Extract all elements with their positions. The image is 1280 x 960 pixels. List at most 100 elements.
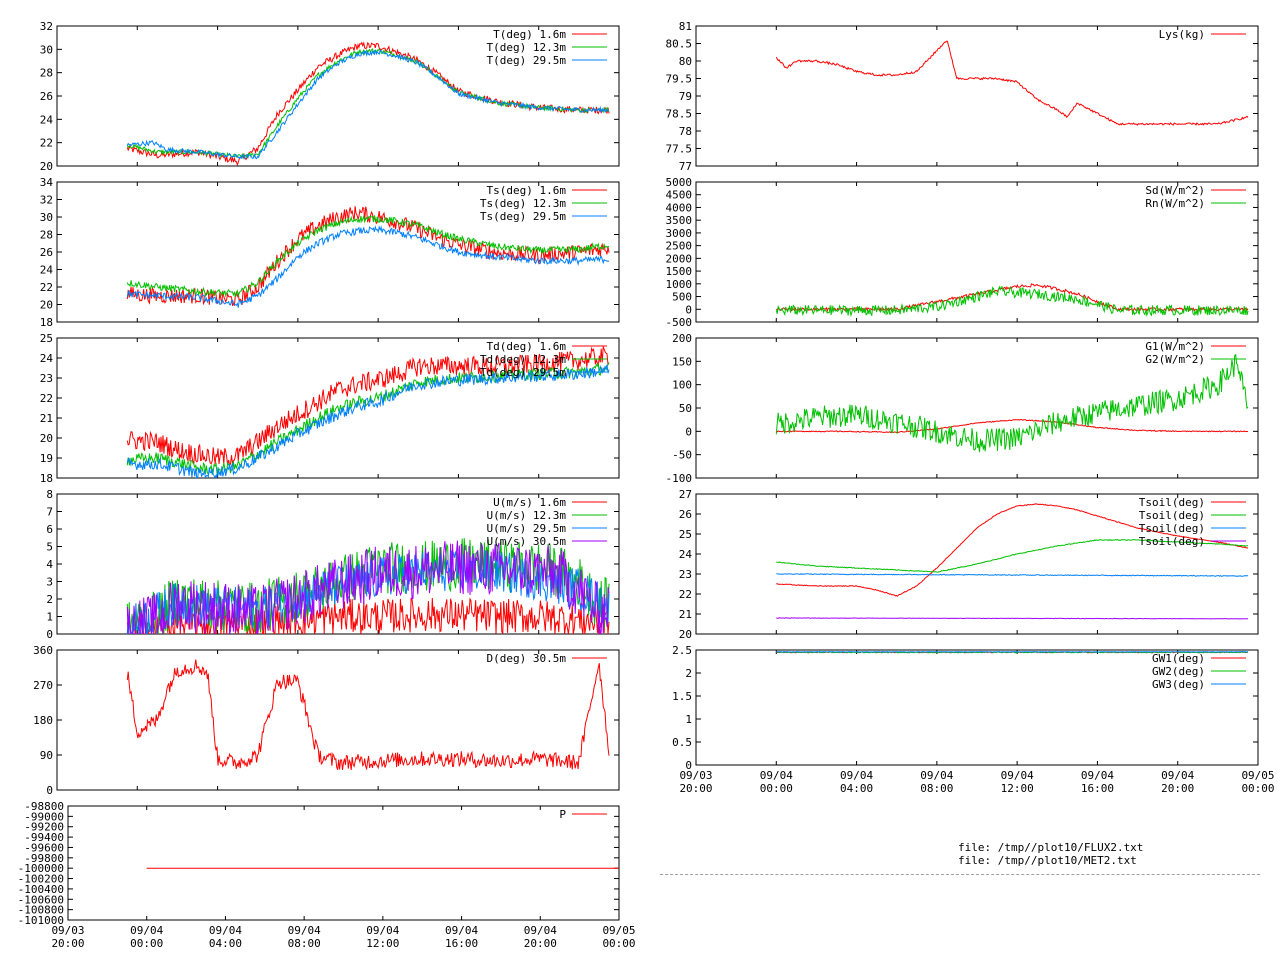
y-tick-label: 4500 [666,189,693,202]
legend-label: U(m/s) 30.5m [487,535,567,548]
legend-label: G1(W/m^2) [1145,340,1205,353]
y-tick-label: 1.5 [672,690,692,703]
y-tick-label: 360 [33,644,53,657]
y-tick-label: 20 [40,299,53,312]
y-tick-label: 18 [40,316,53,329]
legend-label: Td(deg) 12.3m [480,353,566,366]
x-tick-label-date: 09/04 [1081,769,1114,782]
legend-label: Lys(kg) [1159,28,1205,41]
legend-label: G2(W/m^2) [1145,353,1205,366]
y-tick-label: 30 [40,211,53,224]
series-line [126,364,610,478]
y-tick-label: 30 [40,43,53,56]
y-tick-label: 26 [40,246,53,259]
y-tick-label: 77.5 [666,143,693,156]
y-tick-label: 1 [46,611,53,624]
y-tick-label: -98800 [24,800,64,813]
x-tick-label-time: 08:00 [288,937,321,950]
x-tick-label-time: 16:00 [1081,782,1114,795]
legend-label: GW3(deg) [1152,678,1205,691]
y-tick-label: 77 [679,160,692,173]
panel-ground-flux: -100 -50 0 50 100 150 200 G1(W/m^2)G2(W/m^2) [666,332,1259,485]
y-tick-label: 80 [679,55,692,68]
x-tick-label-date: 09/04 [366,924,399,937]
y-tick-label: 0.5 [672,736,692,749]
panel-wind-direction: 0 90 180 270 360 D(deg) 30.5m [33,644,620,797]
separator-line [660,874,1260,875]
y-tick-label: 28 [40,229,53,242]
series-line [776,651,1249,653]
y-tick-label: 79.5 [666,73,693,86]
series-line [126,540,610,634]
x-tick-label-date: 09/05 [1241,769,1274,782]
y-tick-label: 5000 [666,176,693,189]
legend-label: P [559,808,566,821]
y-tick-label: 23 [40,372,53,385]
y-tick-label: 0 [685,425,692,438]
y-tick-label: 78 [679,125,692,138]
x-tick-label-time: 20:00 [524,937,557,950]
x-tick-label-time: 20:00 [51,937,84,950]
panel-groundwater: 00.511.522.509/0320:0009/0400:0009/0404:… [672,644,1274,795]
y-tick-label: 28 [40,67,53,80]
series-line [775,40,1249,126]
y-tick-label: -99400 [24,831,64,844]
series-line [775,353,1249,453]
y-tick-label: 2000 [666,252,693,265]
y-tick-label: 26 [679,508,692,521]
y-tick-label: 100 [672,379,692,392]
series-line [126,225,610,308]
series-line [776,283,1249,313]
y-tick-label: 3 [46,576,53,589]
panel-frame [695,181,1259,323]
x-tick-label-time: 08:00 [920,782,953,795]
y-tick-label: -100600 [18,893,64,906]
series-line [776,538,1248,573]
series-line [775,418,1249,434]
x-tick-label-time: 04:00 [840,782,873,795]
y-tick-label: 22 [40,392,53,405]
y-tick-label: 0 [685,303,692,316]
y-tick-label: 90 [40,749,53,762]
legend-label: Tsoil(deg) [1139,535,1205,548]
legend-label: Ts(deg) 1.6m [487,184,567,197]
x-tick-label-time: 00:00 [760,782,793,795]
y-tick-label: 1000 [666,278,693,291]
y-tick-label: 180 [33,714,53,727]
y-tick-label: -99600 [24,841,64,854]
x-tick-label-date: 09/04 [1161,769,1194,782]
series-line [126,214,610,298]
x-tick-label-time: 00:00 [1241,782,1274,795]
legend-label: GW2(deg) [1152,665,1205,678]
x-tick-label-time: 20:00 [1161,782,1194,795]
y-tick-label: 24 [679,548,693,561]
file-info: file: /tmp//plot10/FLUX2.txt file: /tmp//… [958,841,1143,867]
y-tick-label: 3500 [666,214,693,227]
y-tick-label: 8 [46,488,53,501]
y-tick-label: 24 [40,352,54,365]
legend-label: T(deg) 29.5m [487,54,567,67]
series-line [775,285,1249,318]
y-tick-label: 200 [672,332,692,345]
y-tick-label: 20 [679,628,692,641]
legend-label: Td(deg) 29.5m [480,366,566,379]
legend-label: U(m/s) 1.6m [493,496,566,509]
y-tick-label: 78.5 [666,108,693,121]
series-line [776,573,1249,577]
legend-label: T(deg) 12.3m [487,41,567,54]
y-tick-label: 1 [685,713,692,726]
y-tick-label: 2 [46,593,53,606]
x-tick-label-date: 09/04 [524,924,557,937]
y-tick-label: 6 [46,523,53,536]
panel-pressure: -101000-100800-100600-100400-100200-1000… [18,800,636,950]
panel-lysimeter: 77 77.5 78 78.5 79 79.5 80 80.5 81 Lys(kg) [666,20,1259,173]
series-line [776,617,1249,620]
y-tick-label: -100000 [18,862,64,875]
legend-label: Ts(deg) 29.5m [480,210,566,223]
y-tick-label: 32 [40,194,53,207]
y-tick-label: 20 [40,160,53,173]
legend-label: D(deg) 30.5m [487,652,567,665]
legend-label: U(m/s) 12.3m [487,509,567,522]
